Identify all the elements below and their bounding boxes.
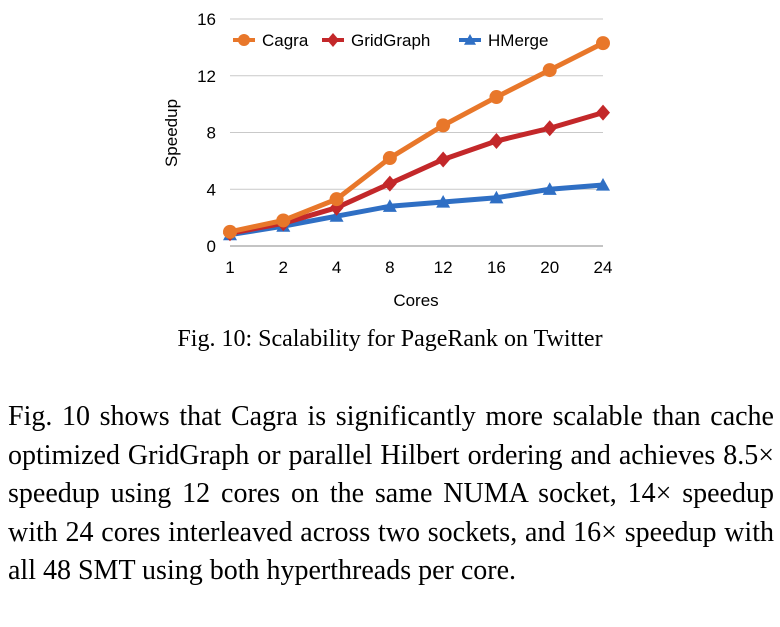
data-point	[223, 224, 237, 239]
legend-item-gridgraph: GridGraph	[322, 31, 430, 50]
series-line	[229, 182, 604, 238]
data-point	[596, 177, 610, 191]
data-point	[276, 213, 291, 228]
legend: Cagra GridGraph HMerge	[233, 31, 548, 50]
y-tick-label: 8	[207, 124, 216, 143]
x-tick-label: 16	[487, 258, 506, 277]
data-point	[436, 151, 451, 168]
x-tick-label: 4	[332, 258, 341, 277]
body-paragraph: Fig. 10 shows that Cagra is significantl…	[8, 401, 774, 586]
data-series	[223, 36, 610, 242]
data-point	[542, 120, 557, 137]
data-point	[464, 34, 476, 45]
data-point	[327, 33, 339, 47]
data-point	[382, 151, 397, 166]
x-tick-label: 8	[385, 258, 394, 277]
figure-caption: Fig. 10: Scalability for PageRank on Twi…	[177, 326, 603, 352]
data-point	[329, 192, 344, 207]
x-tick-label: 2	[279, 258, 288, 277]
data-point	[596, 104, 610, 121]
data-point	[489, 190, 504, 204]
data-point	[542, 182, 557, 195]
legend-item-hmerge: HMerge	[459, 31, 548, 50]
y-tick-label: 16	[197, 10, 216, 29]
data-point	[382, 199, 397, 212]
data-point	[489, 133, 504, 150]
legend-label: Cagra	[262, 31, 309, 50]
data-point	[238, 34, 250, 46]
series-line	[229, 110, 604, 236]
data-point	[436, 195, 451, 208]
data-point	[382, 175, 397, 192]
legend-label: HMerge	[488, 31, 548, 50]
y-tick-label: 4	[207, 180, 216, 199]
series-hmerge	[223, 177, 610, 241]
series-cagra	[223, 36, 610, 239]
x-tick-label: 1	[225, 258, 234, 277]
series-line	[229, 40, 605, 235]
data-point	[436, 118, 451, 133]
x-axis-label: Cores	[393, 291, 438, 310]
legend-item-cagra: Cagra	[233, 31, 309, 50]
data-point	[596, 36, 610, 51]
x-tick-label: 12	[434, 258, 453, 277]
y-tick-label: 0	[207, 237, 216, 256]
data-point	[489, 90, 504, 105]
x-tick-label: 24	[594, 258, 613, 277]
y-tick-label: 12	[197, 67, 216, 86]
legend-label: GridGraph	[351, 31, 430, 50]
x-tick-label: 20	[540, 258, 559, 277]
data-point	[542, 63, 557, 78]
y-axis-label: Speedup	[162, 99, 181, 167]
